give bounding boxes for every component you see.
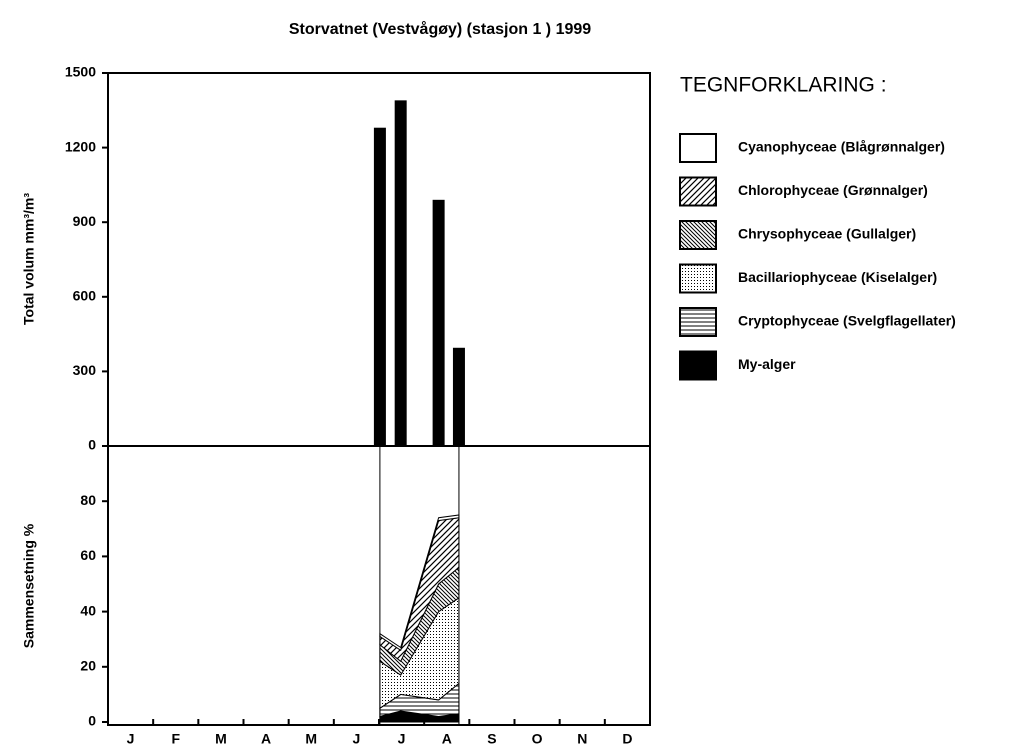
legend-label: Cryptophyceae (Svelgflagellater) xyxy=(738,313,956,329)
bar xyxy=(373,127,386,446)
y-tick-label: 40 xyxy=(80,602,96,618)
x-tick-label: F xyxy=(171,731,180,747)
bar xyxy=(452,347,465,446)
y-axis-label: Sammensetning % xyxy=(21,523,37,648)
y-tick-label: 900 xyxy=(73,213,97,229)
legend-label: Chrysophyceae (Gullalger) xyxy=(738,226,916,242)
y-tick-label: 60 xyxy=(80,547,96,563)
chart-title: Storvatnet (Vestvågøy) (stasjon 1 ) 1999 xyxy=(289,20,591,38)
x-tick-label: O xyxy=(532,731,543,747)
x-tick-label: M xyxy=(215,731,227,747)
x-tick-label: J xyxy=(398,731,406,747)
legend-swatch xyxy=(679,350,717,381)
legend-swatch xyxy=(679,263,717,294)
legend-swatch xyxy=(679,307,717,337)
bottom-frame xyxy=(107,445,651,726)
legend-label: Bacillariophyceae (Kiselalger) xyxy=(738,269,937,285)
y-tick-label: 1500 xyxy=(65,64,96,80)
y-tick-label: 600 xyxy=(73,288,97,304)
y-tick-label: 1200 xyxy=(65,138,96,154)
x-tick-label: D xyxy=(622,731,632,747)
x-tick-label: J xyxy=(127,731,135,747)
y-tick-label: 80 xyxy=(80,492,96,508)
x-tick-label: M xyxy=(305,731,317,747)
y-tick-label: 0 xyxy=(88,437,96,453)
legend-swatch xyxy=(679,133,717,163)
y-tick-label: 0 xyxy=(88,713,96,729)
legend-swatch xyxy=(679,176,717,207)
x-tick-label: N xyxy=(577,731,587,747)
legend-swatch xyxy=(679,220,717,250)
y-axis-label: Total volum mm³/m³ xyxy=(21,193,37,325)
bar xyxy=(432,199,445,446)
legend-label: Cyanophyceae (Blågrønnalger) xyxy=(738,139,945,155)
legend-title: TEGNFORKLARING : xyxy=(680,74,887,97)
y-tick-label: 20 xyxy=(80,658,96,674)
x-tick-label: S xyxy=(487,731,496,747)
y-tick-label: 300 xyxy=(73,362,97,378)
x-tick-label: A xyxy=(442,731,452,747)
x-tick-label: A xyxy=(261,731,271,747)
legend-label: My-alger xyxy=(738,356,796,372)
legend-label: Chlorophyceae (Grønnalger) xyxy=(738,182,928,198)
x-tick-label: J xyxy=(353,731,361,747)
bar xyxy=(394,100,407,446)
